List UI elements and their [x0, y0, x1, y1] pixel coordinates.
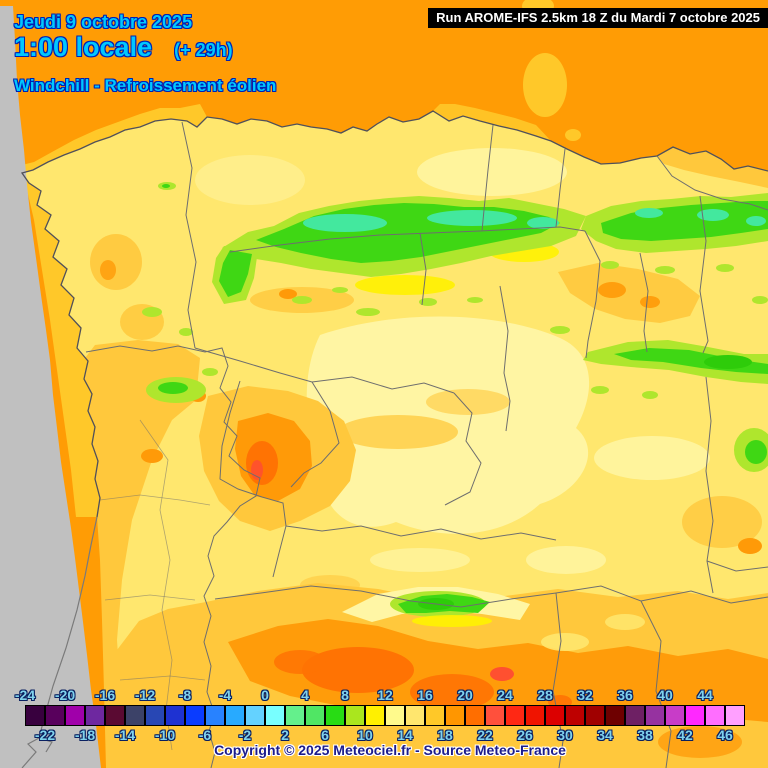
legend-cell [705, 705, 725, 726]
region-borders [85, 121, 768, 768]
legend-cell [545, 705, 565, 726]
legend-cell [725, 705, 745, 726]
color-scale-bar [25, 705, 745, 726]
map-variable-title: Windchill - Refroissement éolien [14, 76, 277, 95]
forecast-time-row: 1:00 locale (+ 29h) [14, 34, 276, 61]
legend-cell [365, 705, 385, 726]
legend-cell [665, 705, 685, 726]
legend-cell [25, 705, 45, 726]
legend-cell [445, 705, 465, 726]
out-of-domain-area [0, 6, 101, 768]
legend-cell [245, 705, 265, 726]
legend-cell [625, 705, 645, 726]
legend-cell [265, 705, 285, 726]
legend-cell [645, 705, 665, 726]
legend-cell [405, 705, 425, 726]
legend-cell [605, 705, 625, 726]
coastline [20, 110, 768, 518]
copyright-notice: Copyright © 2025 Meteociel.fr - Source M… [214, 742, 566, 758]
legend-cell [465, 705, 485, 726]
legend-cell [145, 705, 165, 726]
model-run-banner: Run AROME-IFS 2.5km 18 Z du Mardi 7 octo… [428, 8, 768, 28]
legend-cell [505, 705, 525, 726]
out-of-domain-coastline [21, 516, 98, 768]
legend-cell [45, 705, 65, 726]
legend-cell [525, 705, 545, 726]
legend-cell [185, 705, 205, 726]
legend-cell [65, 705, 85, 726]
france-coastal-band [657, 147, 768, 188]
forecast-hour-offset: (+ 29h) [174, 40, 233, 60]
legend-cell [85, 705, 105, 726]
legend-cell [585, 705, 605, 726]
legend-cell [325, 705, 345, 726]
legend-cell [165, 705, 185, 726]
legend-cell [385, 705, 405, 726]
legend-cell [305, 705, 325, 726]
forecast-local-time: 1:00 locale [14, 32, 153, 62]
legend-cell [205, 705, 225, 726]
legend-cell [485, 705, 505, 726]
legend-cell [285, 705, 305, 726]
legend-cell [225, 705, 245, 726]
legend-cell [685, 705, 705, 726]
legend-cell [345, 705, 365, 726]
legend-cell [425, 705, 445, 726]
legend-cell [565, 705, 585, 726]
legend-cell [105, 705, 125, 726]
forecast-date: Jeudi 9 octobre 2025 [14, 12, 193, 32]
legend-cell [125, 705, 145, 726]
forecast-header: Jeudi 9 octobre 2025 1:00 locale (+ 29h) … [14, 13, 276, 94]
